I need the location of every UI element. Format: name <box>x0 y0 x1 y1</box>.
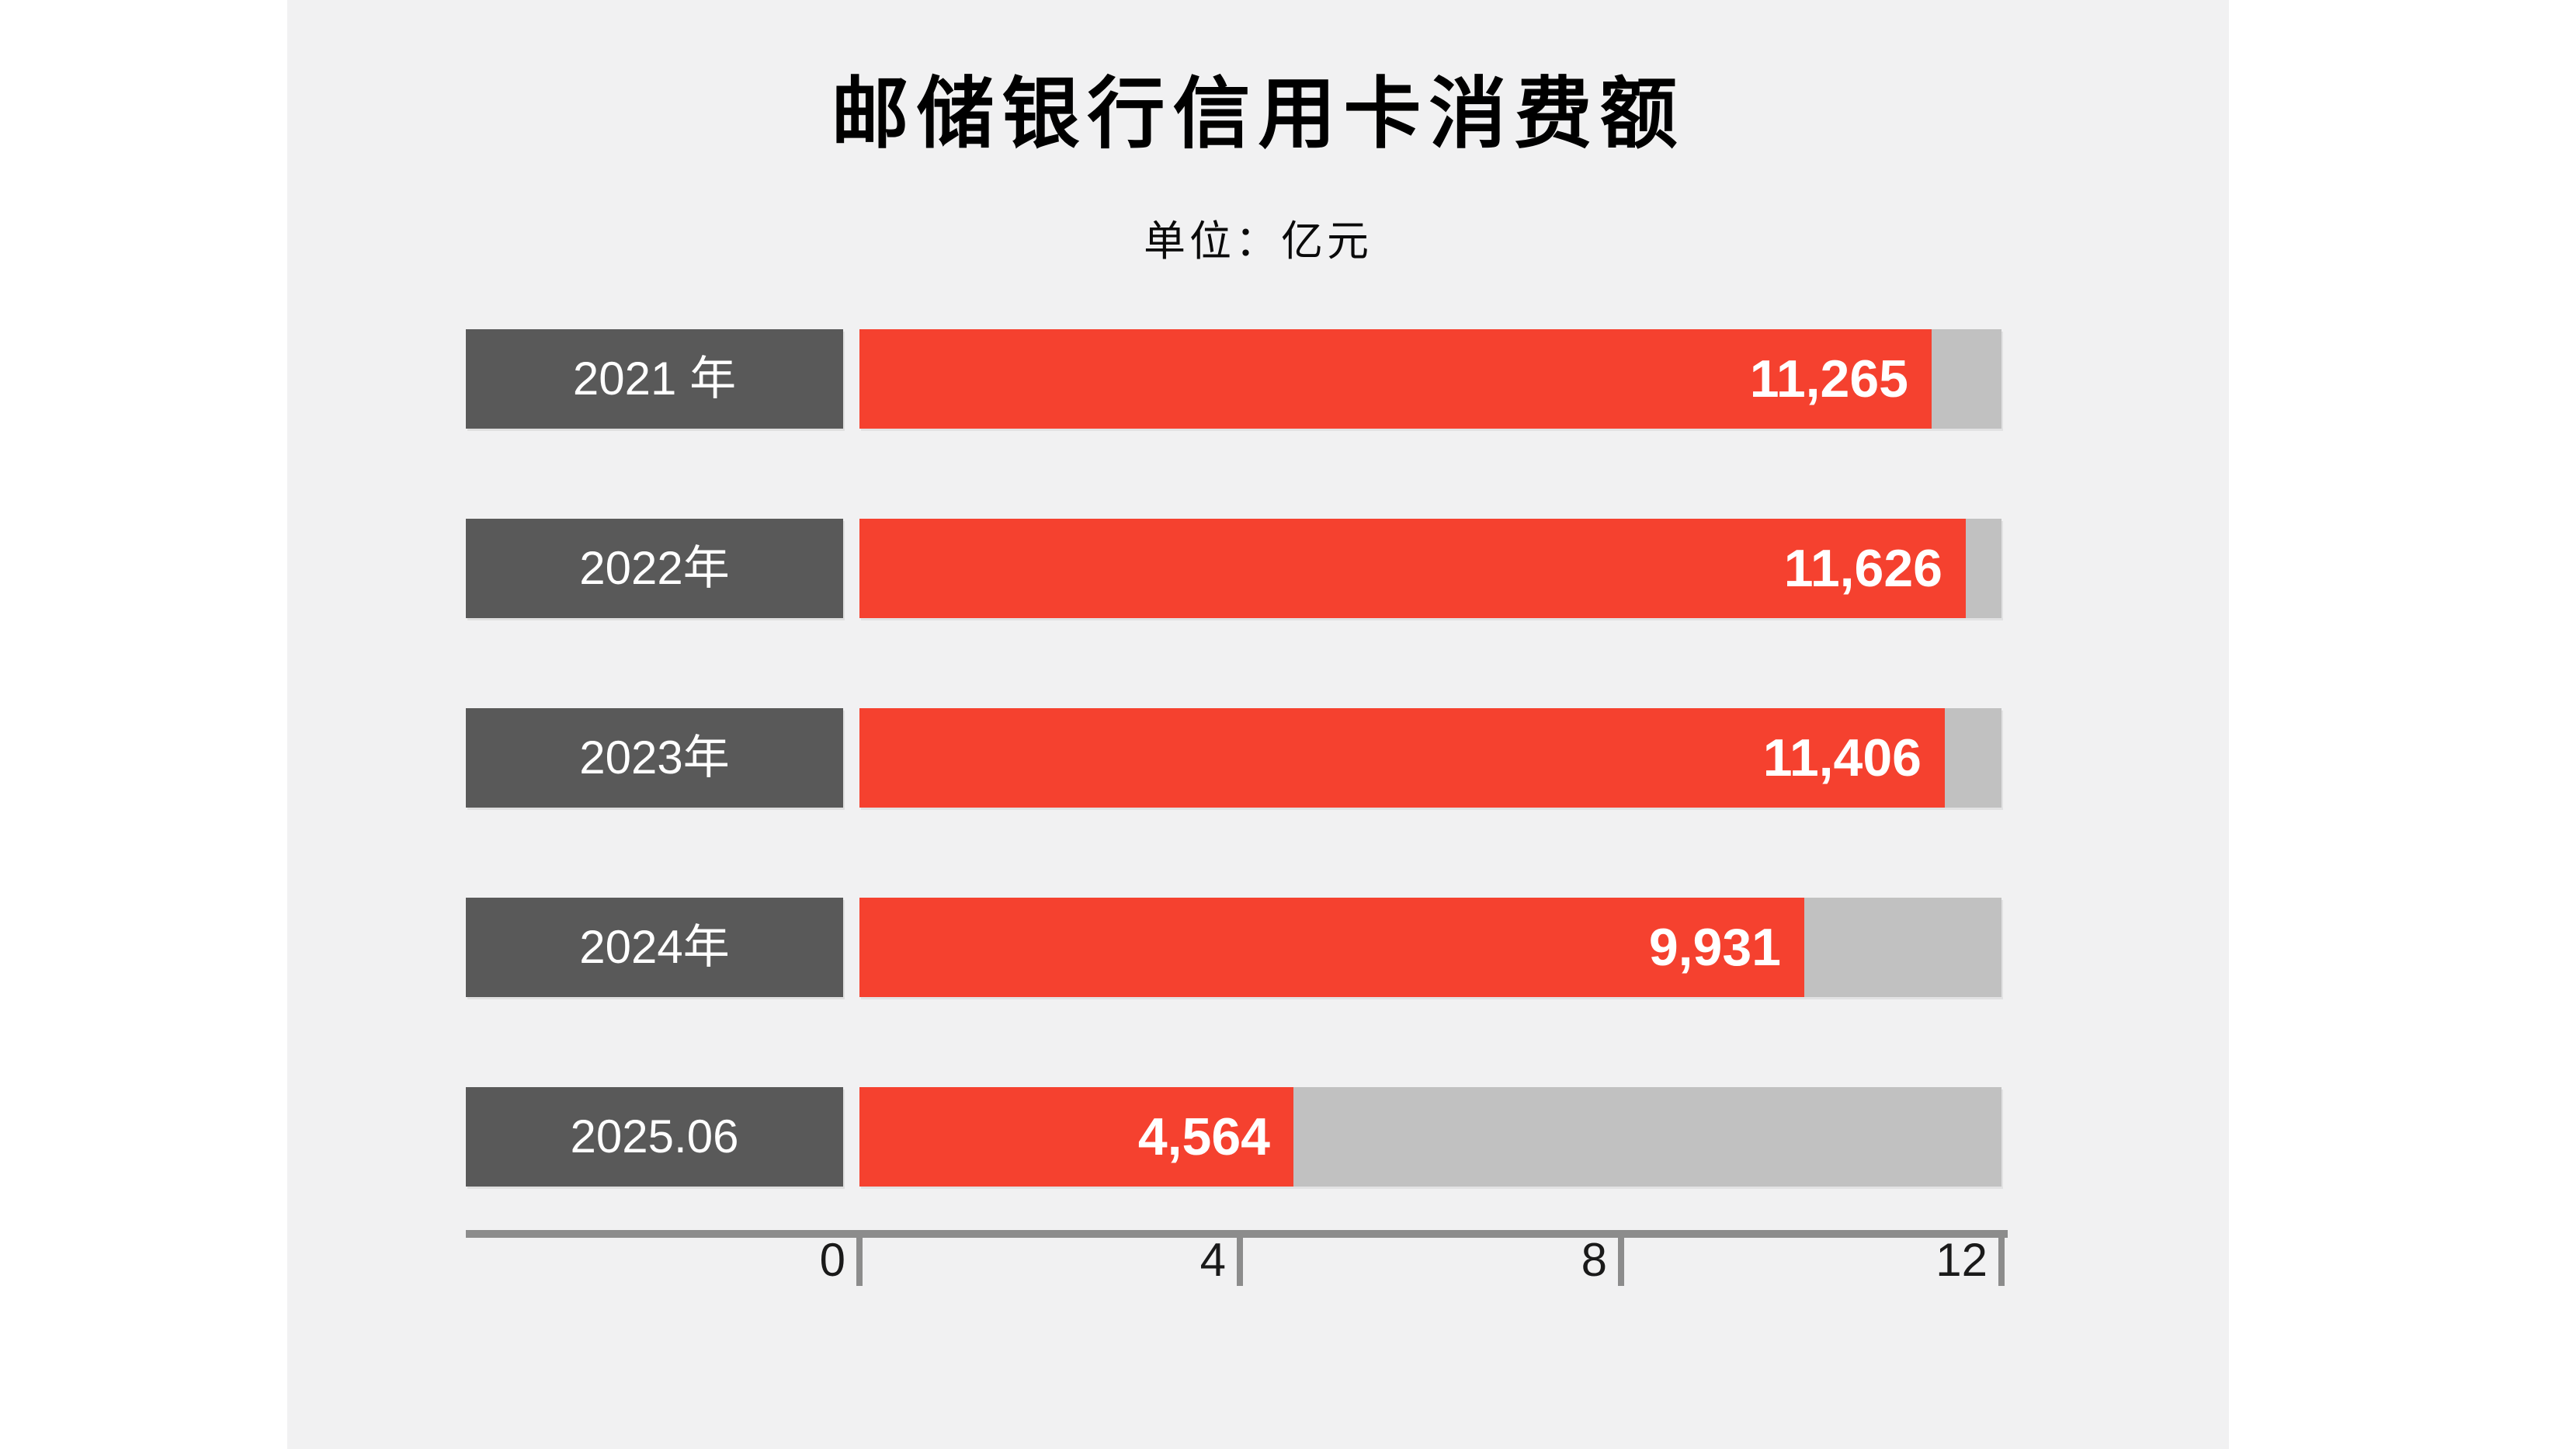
bar-fill: 9,931 <box>859 898 1804 997</box>
unit-label: 单位：亿元 <box>1144 218 1373 265</box>
bar-value-label: 9,931 <box>1648 918 1781 977</box>
bar-fill: 11,626 <box>859 519 1966 618</box>
chart-title: 邮储银行信用卡消费额 <box>831 71 1686 158</box>
x-axis-tick <box>1237 1230 1243 1286</box>
bar-value-label: 11,626 <box>1783 539 1942 598</box>
bar-row: 2023年 11,406 <box>0 708 2576 808</box>
x-axis-tick-label: 12 <box>1935 1234 1988 1286</box>
bar-value-label: 11,406 <box>1762 728 1922 787</box>
x-axis-tick-label: 0 <box>819 1234 845 1286</box>
bar-row: 2021 年 11,265 <box>0 329 2576 429</box>
category-label: 2022年 <box>579 542 730 594</box>
bar-track: 4,564 <box>859 1087 2001 1187</box>
category-label-box: 2025.06 <box>466 1087 843 1187</box>
bar-row: 2024年 9,931 <box>0 898 2576 997</box>
bar-track: 11,406 <box>859 708 2001 808</box>
category-label-box: 2021 年 <box>466 329 843 429</box>
bar-fill: 11,406 <box>859 708 1945 808</box>
bar-value-label: 11,265 <box>1749 349 1908 408</box>
bar-track: 11,265 <box>859 329 2001 429</box>
bar-track: 9,931 <box>859 898 2001 997</box>
category-label: 2021 年 <box>572 353 737 405</box>
category-label: 2025.06 <box>570 1110 739 1162</box>
bar-track: 11,626 <box>859 519 2001 618</box>
x-axis-tick-label: 4 <box>1199 1234 1226 1286</box>
category-label: 2023年 <box>579 731 730 784</box>
bar-row: 2022年 11,626 <box>0 519 2576 618</box>
category-label-box: 2023年 <box>466 708 843 808</box>
x-axis-tick <box>1618 1230 1624 1286</box>
bar-fill: 11,265 <box>859 329 1932 429</box>
x-axis-tick <box>856 1230 863 1286</box>
category-label: 2024年 <box>579 921 730 973</box>
category-label-box: 2022年 <box>466 519 843 618</box>
bar-fill: 4,564 <box>859 1087 1293 1187</box>
bar-value-label: 4,564 <box>1137 1107 1270 1166</box>
x-axis-tick <box>1998 1230 2005 1286</box>
bar-row: 2025.06 4,564 <box>0 1087 2576 1187</box>
category-label-box: 2024年 <box>466 898 843 997</box>
x-axis-tick-label: 8 <box>1581 1234 1607 1286</box>
